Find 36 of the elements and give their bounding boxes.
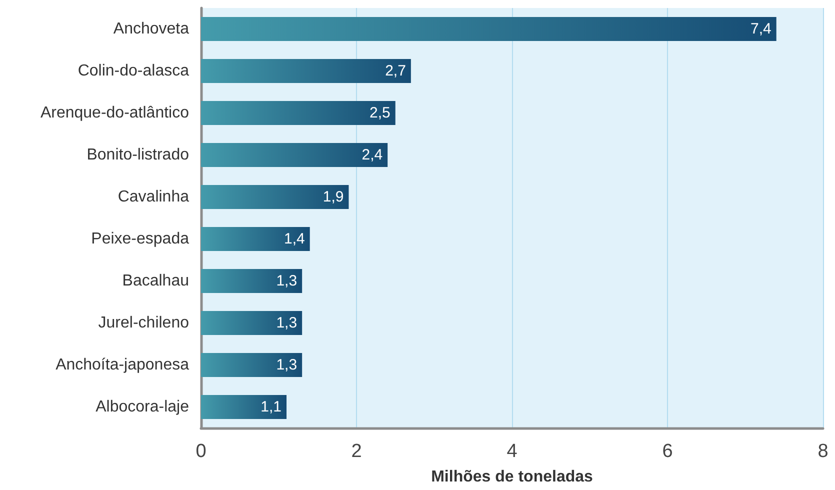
bar — [201, 395, 287, 419]
y-tick-label: Colin-do-alasca — [78, 62, 190, 80]
bar — [201, 269, 302, 293]
bar — [201, 17, 776, 41]
x-tick-label: 8 — [818, 441, 828, 462]
data-label: 1,1 — [260, 398, 282, 416]
y-tick-label: Bonito-listrado — [86, 146, 190, 164]
data-label: 7,4 — [750, 20, 772, 38]
data-label: 1,4 — [284, 230, 305, 248]
y-tick-label: Albocora-laje — [96, 398, 190, 416]
x-tick-label: 0 — [196, 441, 206, 462]
bar — [201, 143, 388, 167]
x-tick-label: 4 — [506, 441, 518, 462]
y-tick-label: Jurel-chileno — [98, 314, 190, 332]
bar — [201, 353, 302, 377]
bar — [201, 311, 302, 335]
x-tick-label: 6 — [662, 441, 673, 462]
bar — [201, 227, 310, 251]
data-label: 1,3 — [276, 314, 298, 332]
bar — [201, 185, 349, 209]
y-tick-label: Bacalhau — [122, 272, 189, 290]
data-label: 2,7 — [385, 62, 406, 80]
data-label: 1,9 — [322, 188, 344, 206]
data-label: 2,5 — [370, 104, 390, 122]
data-label: 1,3 — [276, 272, 298, 290]
y-tick-label: Peixe-espada — [91, 230, 190, 248]
bar — [201, 101, 396, 125]
y-tick-label: Arenque-do-atlântico — [40, 104, 190, 122]
y-tick-label: Anchoveta — [113, 20, 190, 38]
data-label: 2,4 — [362, 146, 383, 164]
data-label: 1,3 — [276, 356, 298, 374]
y-tick-label: Cavalinha — [118, 188, 190, 206]
x-tick-label: 2 — [351, 441, 362, 462]
x-axis-title: Milhões de toneladas — [431, 468, 594, 486]
bar — [201, 59, 411, 83]
y-tick-label: Anchoíta-japonesa — [56, 356, 190, 374]
